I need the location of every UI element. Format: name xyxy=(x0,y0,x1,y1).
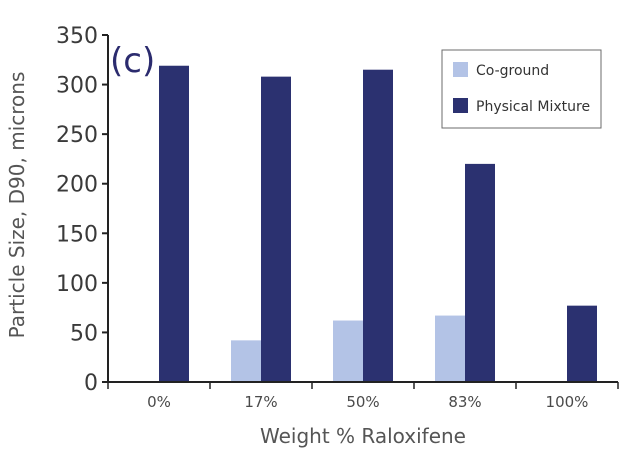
bars-layer xyxy=(159,65,597,382)
axes-layer xyxy=(107,35,618,383)
legend-label-physical-mixture: Physical Mixture xyxy=(476,99,590,115)
panel-label: (c) xyxy=(110,41,155,81)
legend: Co-ground Physical Mixture xyxy=(441,49,602,129)
y-tick-label: 300 xyxy=(56,74,98,99)
bar-physical-mixture-0 xyxy=(159,65,189,382)
y-tick-label: 200 xyxy=(56,173,98,198)
y-tick-label: 50 xyxy=(70,321,98,346)
y-tick-label: 350 xyxy=(56,24,98,49)
bar-co-ground-3 xyxy=(435,315,465,382)
x-axis-title: Weight % Raloxifene xyxy=(260,424,466,448)
bar-physical-mixture-3 xyxy=(465,163,495,382)
x-tick-label: 0% xyxy=(147,393,171,411)
x-tick-label: 100% xyxy=(546,393,589,411)
bar-co-ground-2 xyxy=(333,320,363,382)
y-tick-label: 150 xyxy=(56,222,98,247)
y-tick-label: 100 xyxy=(56,272,98,297)
x-tick-label: 50% xyxy=(346,393,379,411)
bar-physical-mixture-2 xyxy=(363,69,393,382)
bar-co-ground-1 xyxy=(231,340,261,382)
bar-physical-mixture-4 xyxy=(567,305,597,382)
legend-swatch-physical-mixture xyxy=(453,98,468,113)
y-tick-label: 0 xyxy=(84,371,98,396)
bar-physical-mixture-1 xyxy=(261,76,291,382)
legend-box xyxy=(441,49,602,129)
legend-label-co-ground: Co-ground xyxy=(476,63,549,79)
ticks-layer: 0 50 100 150 200 250 300 350 0% 17% 50% 83% 100% xyxy=(56,24,619,411)
y-tick-label: 250 xyxy=(56,123,98,148)
x-tick-label: 83% xyxy=(448,393,481,411)
x-tick-label: 17% xyxy=(244,393,277,411)
legend-swatch-co-ground xyxy=(453,62,468,77)
y-axis-title: Particle Size, D90, microns xyxy=(5,72,29,339)
